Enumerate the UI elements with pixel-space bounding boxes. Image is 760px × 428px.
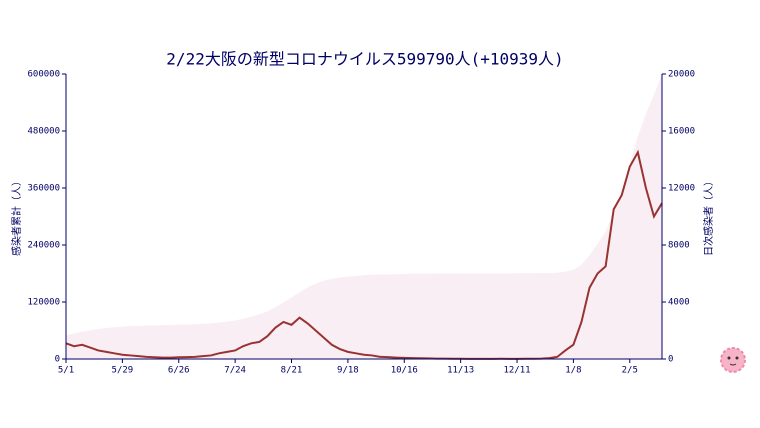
y-tick-label: 480000 <box>27 127 60 137</box>
y-axis-label: 感染者累計（人） <box>10 176 23 256</box>
x-tick-label: 10/16 <box>391 366 418 376</box>
y2-tick-label: 16000 <box>668 127 695 137</box>
x-tick-label: 5/1 <box>58 366 74 376</box>
x-tick-label: 9/18 <box>337 366 359 376</box>
y2-axis-label: 日次感染者（人） <box>702 176 715 256</box>
x-tick-label: 5/29 <box>112 366 134 376</box>
x-tick-label: 6/26 <box>168 366 190 376</box>
y2-tick-label: 12000 <box>668 184 695 194</box>
x-tick-label: 1/8 <box>565 366 581 376</box>
chart-title: 2/22大阪の新型コロナウイルス599790人(+10939人) <box>166 50 563 69</box>
x-tick-label: 12/11 <box>503 366 530 376</box>
y-tick-label: 120000 <box>27 298 60 308</box>
x-tick-label: 8/21 <box>281 366 303 376</box>
x-tick-label: 11/13 <box>447 366 474 376</box>
y-tick-label: 600000 <box>27 70 60 80</box>
x-tick-label: 7/24 <box>224 366 246 376</box>
y-tick-label: 360000 <box>27 184 60 194</box>
line <box>65 149 663 360</box>
y2-tick-label: 20000 <box>668 70 695 80</box>
x-tick-label: 2/5 <box>622 366 638 376</box>
y2-tick-label: 4000 <box>668 298 690 308</box>
mascot-icon <box>720 347 746 373</box>
y-tick-label: 240000 <box>27 241 60 251</box>
y2-tick-label: 0 <box>668 355 673 365</box>
area <box>66 74 662 360</box>
y2-tick-label: 8000 <box>668 241 690 251</box>
y-tick-label: 0 <box>55 355 60 365</box>
